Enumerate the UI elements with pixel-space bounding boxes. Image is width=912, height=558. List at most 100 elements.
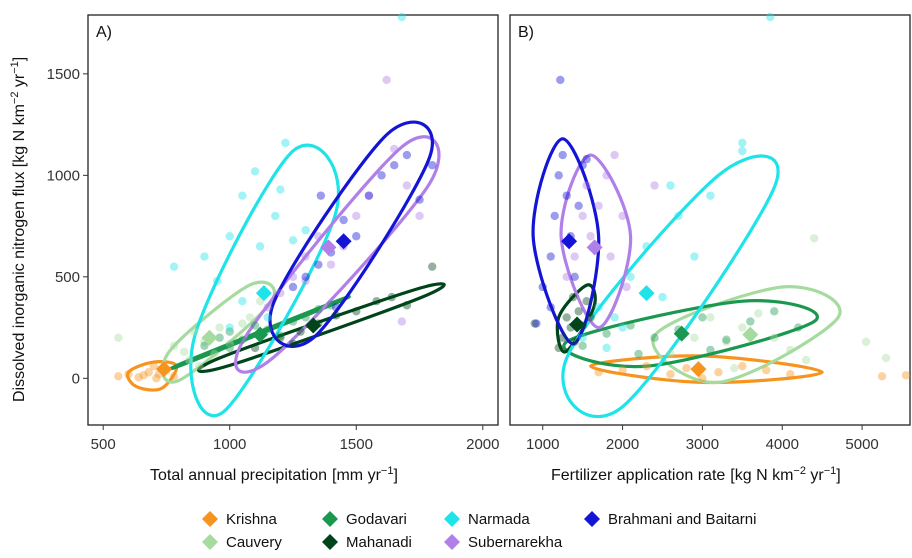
scatter-point-cauvery <box>114 333 123 342</box>
x-tick-label: 2000 <box>466 436 499 453</box>
legend-item-godavari: Godavari <box>322 511 407 528</box>
scatter-point-brahmani-and-baitarni <box>402 150 412 160</box>
scatter-point-godavari <box>578 341 587 351</box>
scatter-point-godavari <box>770 307 779 316</box>
panel-b-ellipses <box>531 137 842 419</box>
scatter-point-mahanadi <box>352 307 361 316</box>
scatter-point-krishna <box>594 368 603 377</box>
scatter-point-godavari <box>794 323 803 332</box>
scatter-point-subernarekha <box>570 252 579 261</box>
scatter-point-mahanadi <box>558 333 567 342</box>
panel-b-points <box>530 12 911 383</box>
legend-item-mahanadi: Mahanadi <box>322 534 412 551</box>
legend-swatch <box>584 511 600 527</box>
scatter-point-mahanadi <box>372 296 381 306</box>
ellipse-narmada <box>189 143 341 418</box>
scatter-point-godavari <box>634 349 643 359</box>
scatter-point-subernarekha <box>562 272 571 282</box>
scatter-point-mahanadi <box>387 292 396 302</box>
scatter-point-cauvery <box>185 355 194 365</box>
panel-a-points <box>114 12 437 383</box>
scatter-point-cauvery <box>738 323 747 332</box>
scatter-point-krishna <box>738 361 747 371</box>
panel-b-label: B) <box>518 24 534 41</box>
scatter-point-brahmani-and-baitarni <box>556 75 565 85</box>
x-tick-label: 5000 <box>845 436 878 453</box>
scatter-point-brahmani-and-baitarni <box>288 282 298 292</box>
scatter-point-krishna <box>134 373 143 382</box>
scatter-point-godavari <box>263 325 272 334</box>
scatter-point-cauvery <box>666 349 675 359</box>
scatter-point-subernarekha <box>606 252 615 261</box>
scatter-point-cauvery <box>754 309 763 318</box>
scatter-point-subernarekha <box>288 272 298 282</box>
scatter-point-subernarekha <box>301 252 310 261</box>
mean-marker-mahanadi <box>569 316 586 333</box>
scatter-point-narmada <box>674 211 683 221</box>
x-tick-label: 500 <box>91 436 116 453</box>
scatter-point-subernarekha <box>415 211 424 221</box>
scatter-point-brahmani-and-baitarni <box>377 171 386 180</box>
scatter-point-narmada <box>263 313 272 322</box>
scatter-point-mahanadi <box>331 311 341 320</box>
scatter-point-narmada <box>642 242 651 251</box>
scatter-point-narmada <box>271 211 280 221</box>
panel-a-y-ticks: 0 500 1000 1500 <box>47 66 88 387</box>
scatter-point-subernarekha <box>650 181 659 190</box>
ellipse-godavari <box>562 299 819 369</box>
mean-marker-godavari <box>252 326 269 343</box>
scatter-point-brahmani-and-baitarni <box>582 154 591 164</box>
scatter-point-krishna <box>682 363 691 373</box>
scatter-point-krishna <box>642 361 651 371</box>
scatter-point-mahanadi <box>296 327 305 336</box>
scatter-point-godavari <box>650 333 659 342</box>
y-axis-label: Dissolved inorganic nitrogen flux [kg N … <box>9 57 28 402</box>
scatter-point-brahmani-and-baitarni <box>538 282 547 292</box>
scatter-point-cauvery <box>179 347 189 357</box>
scatter-point-godavari <box>288 317 298 326</box>
scatter-point-narmada <box>618 323 627 332</box>
scatter-point-brahmani-and-baitarni <box>314 260 323 269</box>
scatter-point-cauvery <box>802 355 811 365</box>
scatter-point-brahmani-and-baitarni <box>301 272 310 282</box>
scatter-point-mahanadi <box>562 313 571 322</box>
scatter-point-narmada <box>666 181 675 190</box>
scatter-point-brahmani-and-baitarni <box>532 319 541 328</box>
scatter-point-mahanadi <box>402 301 412 310</box>
scatter-point-subernarekha <box>382 75 391 85</box>
scatter-point-mahanadi <box>288 339 298 349</box>
scatter-point-krishna <box>114 372 123 381</box>
legend-label: Brahmani and Baitarni <box>608 511 756 528</box>
scatter-point-krishna <box>714 368 723 377</box>
mean-marker-narmada <box>255 285 272 302</box>
scatter-point-krishna <box>901 371 911 380</box>
scatter-point-cauvery <box>690 333 699 342</box>
legend-item-narmada: Narmada <box>444 511 530 528</box>
scatter-point-mahanadi <box>586 313 595 322</box>
scatter-point-narmada <box>225 232 234 241</box>
scatter-point-cauvery <box>706 313 715 322</box>
scatter-point-narmada <box>288 236 298 245</box>
x-tick-label: 1000 <box>526 436 559 453</box>
scatter-point-subernarekha <box>314 232 323 241</box>
scatter-point-brahmani-and-baitarni <box>331 303 341 312</box>
scatter-point-brahmani-and-baitarni <box>550 211 559 221</box>
scatter-point-cauvery <box>169 341 179 351</box>
scatter-point-narmada <box>706 191 715 200</box>
panel-b-means <box>561 233 759 378</box>
ellipse-mahanadi <box>555 283 597 354</box>
x-tick-label: 2000 <box>606 436 639 453</box>
y-tick-label: 1500 <box>47 66 80 83</box>
scatter-point-subernarekha <box>610 150 619 160</box>
scatter-point-godavari <box>746 317 755 326</box>
mean-marker-mahanadi <box>305 317 322 334</box>
scatter-point-narmada <box>690 252 699 261</box>
scatter-point-krishna <box>152 374 161 383</box>
scatter-point-krishna <box>169 372 179 381</box>
scatter-point-subernarekha <box>578 211 587 221</box>
mean-marker-brahmani-and-baitarni <box>561 233 578 250</box>
scatter-point-godavari <box>698 313 707 322</box>
scatter-point-godavari <box>326 301 336 310</box>
scatter-point-brahmani-and-baitarni <box>352 232 361 241</box>
scatter-point-subernarekha <box>397 317 407 326</box>
